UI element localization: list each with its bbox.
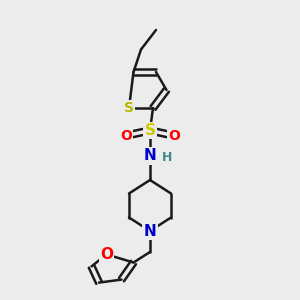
Text: N: N [144,224,156,238]
Text: N: N [144,148,156,164]
Text: O: O [120,129,132,142]
Text: O: O [168,129,180,142]
Text: S: S [145,123,155,138]
Text: S: S [124,101,134,115]
Text: O: O [100,247,113,262]
Text: H: H [162,151,172,164]
